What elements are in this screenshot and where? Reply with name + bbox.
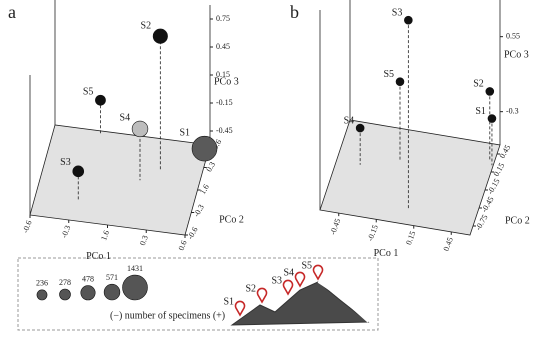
mountain-label: S2 (245, 283, 256, 294)
y-tick-label: 0.3 (204, 160, 217, 173)
y-axis-label: PCo 2 (219, 215, 244, 226)
panel-label: a (8, 2, 16, 22)
point (395, 77, 405, 86)
point-label: S3 (392, 7, 403, 18)
location-pin (234, 300, 246, 317)
location-pin (294, 271, 306, 288)
point-label: S2 (473, 79, 484, 90)
mountain-label: S5 (301, 260, 312, 271)
legend-size-label: 278 (59, 278, 71, 287)
mountain-label: S1 (223, 296, 234, 307)
point (191, 135, 218, 162)
legend-bubble (59, 288, 71, 301)
x-axis-label: PCo 1 (374, 248, 399, 259)
mountain-label: S4 (283, 267, 294, 278)
z-tick-label: 0.45 (216, 42, 230, 51)
legend-bubble (122, 274, 148, 301)
point-label: S5 (383, 69, 394, 80)
legend-size-label: 478 (82, 274, 94, 283)
z-tick-label: 0.75 (216, 14, 230, 23)
y-tick-label: -0.6 (186, 225, 200, 240)
point-label: S4 (120, 112, 131, 123)
x-tick-label: 0.45 (442, 236, 455, 252)
panel-label: b (290, 2, 299, 22)
z-axis-label: PCo 3 (504, 49, 529, 60)
z-tick-label: 0.15 (216, 70, 230, 79)
point-label: S1 (475, 106, 486, 117)
legend-caption: (−) number of specimens (+) (110, 310, 225, 321)
z-tick-label: 0.55 (506, 31, 520, 40)
legend-size-label: 236 (36, 279, 48, 288)
x-tick-label: 1.6 (99, 229, 111, 241)
point-label: S1 (179, 127, 190, 138)
point (131, 120, 149, 138)
x-tick-label: 0.6 (177, 239, 189, 251)
mountain-label: S3 (271, 275, 282, 286)
legend-box (17, 257, 379, 331)
legend-size-label: 1431 (127, 264, 143, 273)
y-axis-label: PCo 2 (505, 215, 530, 226)
z-tick-label: -0.45 (216, 126, 233, 135)
point-label: S2 (141, 20, 152, 31)
point (404, 15, 413, 25)
point (95, 94, 106, 106)
x-tick-label: -0.45 (328, 217, 342, 236)
x-tick-label: -0.15 (366, 224, 380, 243)
x-tick-label: -0.3 (60, 224, 73, 239)
z-axis-label: PCo 3 (214, 76, 239, 87)
point-label: S5 (83, 86, 94, 97)
x-tick-label: -0.6 (21, 219, 34, 234)
z-tick-label: -0.15 (216, 98, 233, 107)
legend-bubble (36, 289, 48, 301)
point (485, 87, 495, 96)
point (487, 114, 497, 123)
y-tick-label: 1.6 (198, 183, 211, 196)
point-label: S4 (344, 115, 355, 126)
legend-bubble (80, 285, 96, 301)
mountain (230, 281, 370, 326)
floor (319, 119, 501, 236)
point-label: S3 (60, 157, 71, 168)
point (72, 165, 85, 178)
point (152, 28, 168, 44)
floor (29, 124, 211, 236)
point (355, 123, 365, 133)
legend-bubble (103, 283, 121, 301)
x-tick-label: 0.3 (138, 234, 150, 246)
x-axis-label: PCo 1 (86, 251, 111, 262)
location-pin (256, 287, 268, 304)
z-tick-label: -0.3 (506, 106, 519, 115)
location-pin (282, 279, 294, 296)
x-tick-label: 0.15 (404, 230, 417, 246)
location-pin (312, 264, 324, 281)
legend-size-label: 571 (106, 273, 118, 282)
y-tick-label: -0.3 (192, 203, 206, 218)
